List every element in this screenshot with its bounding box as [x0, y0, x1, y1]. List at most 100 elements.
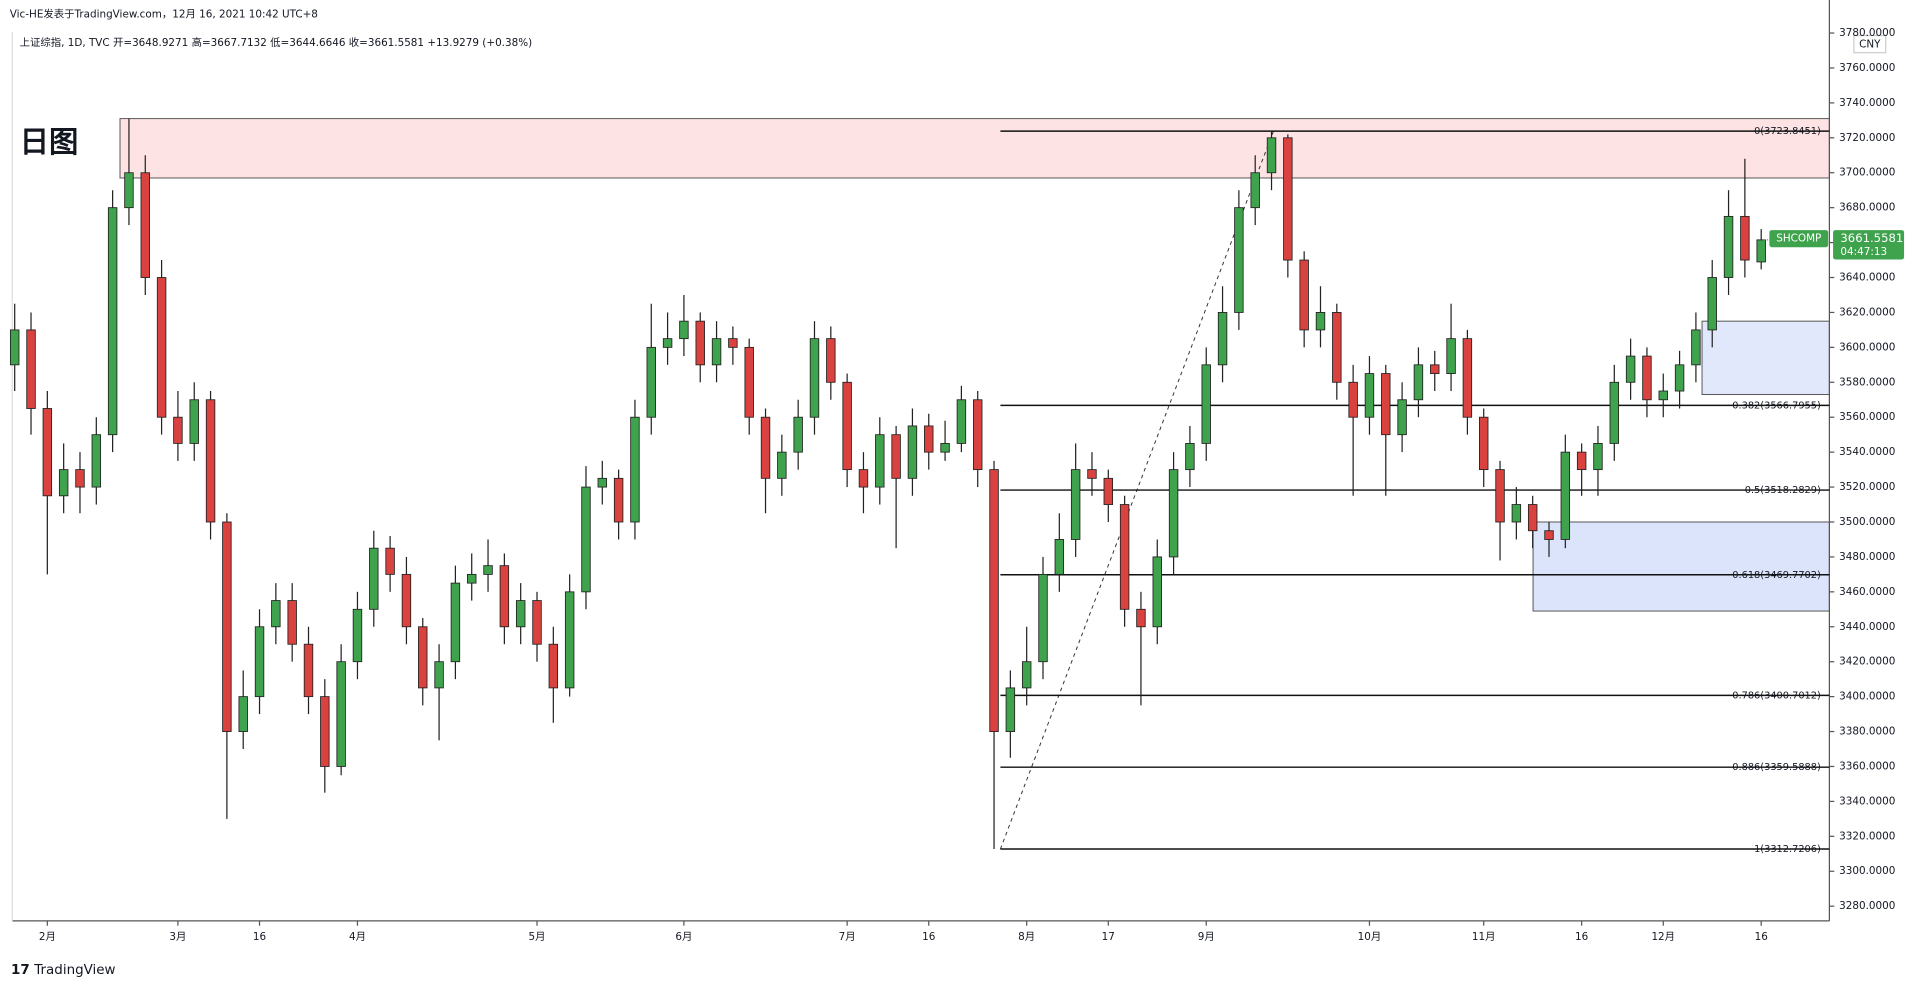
candle-body: [1625, 355, 1636, 383]
footer: TradingView: [33, 963, 115, 978]
x-tick-label: 7月: [839, 931, 856, 943]
x-tick-label: 16: [922, 931, 935, 943]
candle-body: [793, 416, 803, 453]
candle-body: [1674, 364, 1685, 392]
candle-body: [1593, 442, 1603, 471]
candle-body: [907, 425, 918, 479]
candle-body: [124, 172, 134, 209]
y-tick-label: 3640.0000: [1839, 272, 1895, 284]
y-tick-label: 3480.0000: [1839, 551, 1895, 563]
candle-body: [1087, 469, 1097, 479]
logo: 17: [11, 963, 30, 978]
x-tick-label: 16: [253, 931, 266, 943]
candle-body: [336, 661, 346, 767]
y-tick-label: 3760.0000: [1839, 62, 1895, 74]
candle-body: [1136, 608, 1146, 628]
candle-body: [320, 696, 330, 767]
candle-body: [385, 547, 395, 575]
zone: [1532, 521, 1830, 612]
y-tick-label: 3440.0000: [1839, 621, 1895, 633]
candle-body: [777, 451, 787, 479]
candle-body: [532, 600, 542, 645]
candle-body: [826, 338, 836, 383]
candle-body: [515, 600, 526, 628]
candle-body: [1430, 364, 1440, 374]
candle-body: [418, 626, 428, 689]
candle-body: [858, 469, 869, 488]
candle-body: [1201, 364, 1211, 444]
candle-body: [1397, 399, 1407, 436]
candle-body: [728, 338, 738, 348]
candle-body: [924, 425, 934, 453]
x-tick-label: 17: [1102, 931, 1115, 943]
candle-body: [238, 696, 248, 732]
candle-body: [1740, 215, 1750, 261]
candle-body: [401, 573, 412, 628]
candle-body: [679, 320, 689, 340]
candle-body: [1005, 687, 1016, 732]
x-tick-label: 9月: [1198, 931, 1215, 943]
candle-body: [613, 477, 624, 523]
y-tick-label: 3340.0000: [1839, 795, 1895, 807]
candle-body: [1315, 312, 1326, 331]
countdown: 04:47:13: [1840, 246, 1887, 258]
price-label: 3661.5581: [1840, 231, 1903, 245]
candle-body: [662, 338, 673, 348]
candle-body: [1511, 504, 1522, 523]
candle-body: [107, 207, 118, 436]
candle-body: [58, 469, 69, 497]
candle-body: [1544, 530, 1554, 540]
candle-body: [940, 442, 950, 453]
y-tick-label: 3720.0000: [1839, 132, 1895, 144]
y-tick-label: 3360.0000: [1839, 760, 1895, 772]
candle-body: [744, 346, 754, 418]
y-tick-label: 3700.0000: [1839, 167, 1895, 179]
candle-body: [1364, 373, 1375, 418]
candle-body: [1038, 573, 1048, 663]
x-tick-label: 8月: [1018, 931, 1035, 943]
candle-body: [1560, 451, 1571, 540]
candle-body: [956, 399, 967, 444]
candle-body: [189, 399, 199, 444]
candle-body: [1234, 207, 1244, 313]
candle-body: [1642, 355, 1652, 401]
candle-body: [271, 600, 281, 628]
fib-label: 0.5(3518.2829): [1745, 485, 1821, 496]
candle-body: [1446, 338, 1456, 374]
candle-body: [434, 661, 444, 689]
candle-body: [760, 416, 771, 479]
y-tick-label: 3780.0000: [1839, 27, 1895, 39]
candle-body: [973, 399, 983, 471]
x-tick-label: 16: [1755, 931, 1768, 943]
candle-body: [369, 547, 379, 610]
y-tick-label: 3320.0000: [1839, 830, 1895, 842]
y-tick-label: 3380.0000: [1839, 726, 1895, 738]
y-tick-label: 3500.0000: [1839, 516, 1895, 528]
fib-label: 0(3723.8451): [1754, 126, 1821, 137]
candle-body: [842, 381, 852, 471]
y-tick-label: 3540.0000: [1839, 446, 1895, 458]
candle-body: [1119, 504, 1130, 610]
candle-body: [564, 591, 575, 689]
chart-title: 日图: [20, 125, 79, 159]
y-tick-label: 3520.0000: [1839, 481, 1895, 493]
candle-body: [91, 434, 102, 488]
candle-body: [581, 486, 591, 593]
candle-body: [42, 408, 53, 497]
candle-body: [695, 320, 705, 366]
x-tick-label: 12月: [1651, 931, 1675, 943]
candle-body: [646, 346, 656, 418]
fib-label: 0.618(3469.7702): [1732, 570, 1821, 581]
y-tick-label: 3560.0000: [1839, 411, 1895, 423]
candle-body: [1283, 137, 1293, 261]
currency-box: [1853, 34, 1887, 54]
candle-body: [1152, 556, 1162, 628]
candle-body: [483, 565, 493, 575]
candle-body: [303, 643, 314, 698]
candle-body: [1609, 381, 1620, 444]
x-tick-label: 6月: [675, 931, 692, 943]
symbol-tag: [1769, 230, 1829, 248]
candle-body: [450, 582, 461, 663]
